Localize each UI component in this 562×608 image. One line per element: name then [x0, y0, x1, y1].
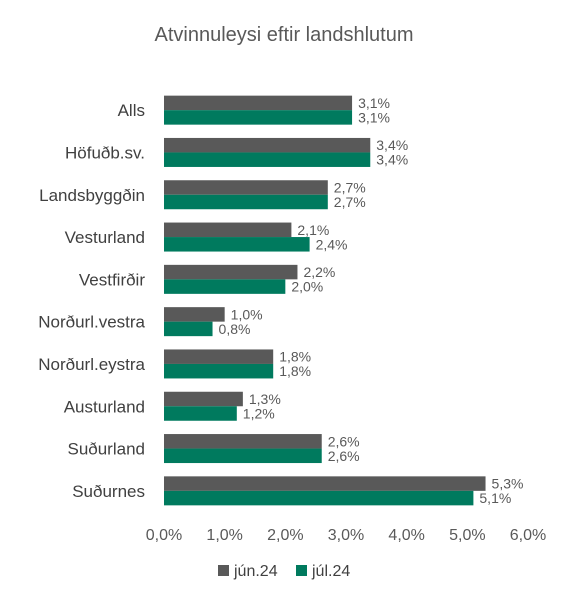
bar-jul	[164, 152, 371, 167]
bar-jun	[164, 137, 371, 153]
bar-jun	[164, 264, 298, 280]
data-label: 2,6%	[328, 433, 360, 449]
category-label: Vesturland	[65, 228, 145, 247]
category-label: Höfuðb.sv.	[65, 143, 145, 162]
bar-jul	[164, 194, 328, 210]
bar-jul	[164, 321, 213, 337]
data-label: 3,4%	[376, 152, 408, 168]
x-tick-label: 5,0%	[449, 527, 485, 544]
x-axis: 0,0% 1,0% 2,0% 3,0% 4,0% 5,0% 6,0%	[146, 527, 546, 544]
bar-jun	[164, 391, 243, 407]
data-label: 3,4%	[376, 137, 408, 153]
data-label: 0,8%	[219, 321, 251, 337]
data-label: 5,3%	[492, 476, 524, 492]
data-label: 1,8%	[279, 349, 311, 365]
bar-jun	[164, 95, 353, 111]
data-label: 2,1%	[297, 222, 329, 238]
category-labels-layer: Alls Höfuðb.sv. Landsbyggðin Vesturland Vest…	[38, 101, 145, 501]
bar-jul	[164, 279, 286, 294]
legend-swatch	[296, 565, 307, 576]
chart-title: Atvinnuleysi eftir landshlutum	[154, 24, 413, 46]
x-tick-label: 1,0%	[206, 527, 242, 544]
data-label: 1,8%	[279, 363, 311, 379]
data-label: 1,0%	[231, 306, 263, 322]
data-label: 3,1%	[358, 95, 390, 111]
legend-swatch	[218, 565, 229, 576]
category-label: Alls	[118, 101, 145, 120]
data-label: 2,0%	[291, 279, 323, 295]
data-label: 1,3%	[249, 391, 281, 407]
category-label: Austurland	[64, 397, 145, 416]
data-label: 2,2%	[303, 264, 335, 280]
legend: jún.24 júl.24	[218, 563, 350, 580]
bar-jun	[164, 307, 225, 322]
data-label: 2,7%	[334, 180, 366, 196]
category-label: Landsbyggðin	[39, 186, 145, 205]
bar-jul	[164, 363, 274, 379]
bar-jul	[164, 406, 237, 421]
legend-label: júl.24	[311, 563, 350, 580]
category-label: Suðurnes	[72, 482, 145, 501]
bar-jun	[164, 180, 328, 195]
data-label: 5,1%	[479, 490, 511, 506]
category-label: Norðurl.vestra	[38, 313, 145, 332]
bar-jun	[164, 222, 292, 238]
x-tick-label: 3,0%	[328, 527, 364, 544]
data-label: 2,7%	[334, 194, 366, 210]
bar-jul	[164, 490, 474, 506]
category-label: Suðurland	[67, 440, 145, 459]
bar-jun	[164, 434, 322, 449]
data-label: 2,4%	[316, 236, 348, 252]
bar-jul	[164, 448, 322, 464]
bar-jun	[164, 349, 274, 364]
bar-jul	[164, 110, 353, 125]
category-label: Vestfirðir	[79, 270, 145, 289]
bar-jun	[164, 476, 486, 491]
data-label: 3,1%	[358, 109, 390, 125]
x-tick-label: 2,0%	[267, 527, 303, 544]
data-label: 1,2%	[243, 406, 275, 422]
x-tick-label: 4,0%	[388, 527, 424, 544]
category-label: Norðurl.eystra	[38, 355, 145, 374]
x-tick-label: 6,0%	[510, 527, 546, 544]
x-tick-label: 0,0%	[146, 527, 182, 544]
bar-jul	[164, 237, 310, 252]
bars-layer: 3,1%3,1% 3,4%3,4% 2,7%2,7% 2,1%2,4% 2,2%2,0%…	[164, 95, 523, 506]
legend-label: jún.24	[233, 563, 278, 580]
data-label: 2,6%	[328, 448, 360, 464]
